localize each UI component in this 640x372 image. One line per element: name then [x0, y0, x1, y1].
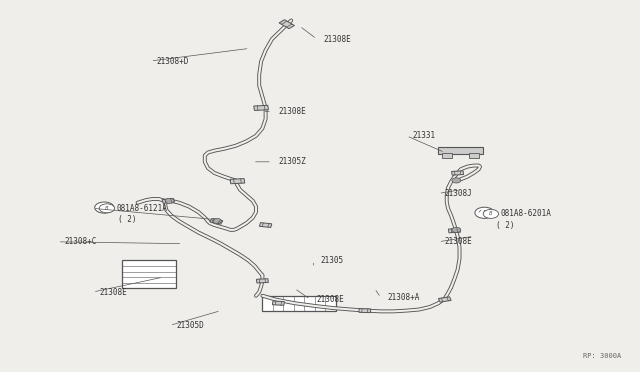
Text: 21308+A: 21308+A — [387, 293, 420, 302]
Bar — [359, 309, 371, 312]
Bar — [438, 297, 451, 302]
Bar — [438, 147, 483, 154]
Bar — [257, 279, 268, 283]
Bar — [259, 223, 272, 227]
Text: 21305: 21305 — [320, 256, 343, 265]
Text: B: B — [483, 210, 486, 215]
Circle shape — [452, 227, 461, 232]
Text: ( 2): ( 2) — [118, 215, 137, 224]
Text: 081A8-6201A: 081A8-6201A — [500, 209, 551, 218]
Text: 21305D: 21305D — [176, 321, 204, 330]
Bar — [122, 260, 176, 288]
Text: 21308+D: 21308+D — [157, 57, 189, 65]
Text: B: B — [489, 211, 493, 217]
Text: RP: 3000A: RP: 3000A — [582, 353, 621, 359]
Text: 21308E: 21308E — [323, 35, 351, 44]
Bar — [262, 296, 336, 311]
Text: 21331: 21331 — [413, 131, 436, 140]
Bar — [442, 153, 452, 158]
Bar — [254, 105, 268, 110]
Bar — [469, 153, 479, 158]
Text: 081A8-6121A: 081A8-6121A — [116, 204, 167, 213]
Circle shape — [452, 178, 461, 183]
Bar — [279, 20, 294, 29]
Text: 21308J: 21308J — [445, 189, 472, 198]
Text: 21308E: 21308E — [278, 107, 306, 116]
Text: 21308+C: 21308+C — [64, 237, 97, 246]
Bar — [210, 218, 223, 224]
Circle shape — [95, 202, 114, 213]
Circle shape — [212, 218, 221, 224]
Text: 21308E: 21308E — [317, 295, 344, 304]
Bar — [273, 301, 284, 305]
Bar — [452, 171, 463, 175]
Bar — [162, 199, 175, 203]
Text: 21305Z: 21305Z — [278, 157, 306, 166]
Circle shape — [483, 209, 499, 218]
Text: B: B — [102, 205, 106, 210]
Text: B: B — [105, 206, 109, 211]
Bar — [449, 228, 460, 233]
Text: ( 2): ( 2) — [496, 221, 515, 230]
Text: 21308E: 21308E — [99, 288, 127, 296]
Circle shape — [99, 204, 115, 213]
Bar — [230, 179, 244, 184]
Circle shape — [475, 207, 494, 218]
Circle shape — [165, 198, 174, 203]
Text: 21308E: 21308E — [445, 237, 472, 246]
